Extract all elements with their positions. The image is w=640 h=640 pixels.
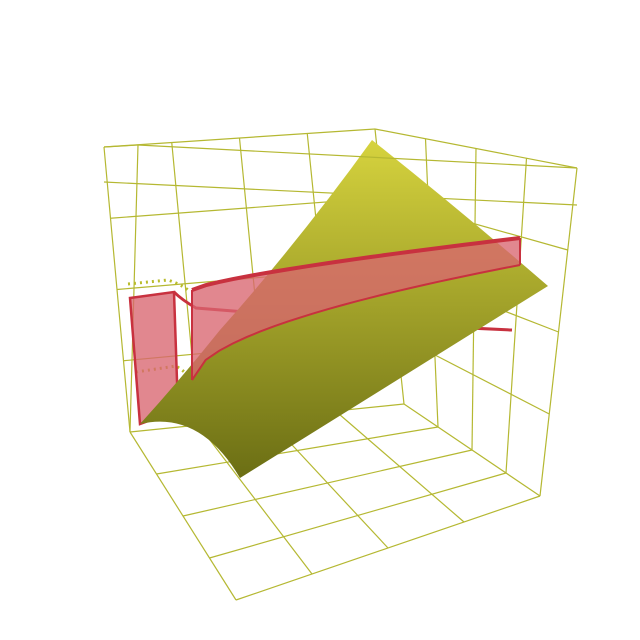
ribbon-top-edge (191, 236, 521, 292)
grid-line (129, 144, 139, 433)
surface-layer (140, 140, 548, 478)
box-edge (129, 431, 237, 601)
grid-line (182, 449, 473, 517)
box-edge (137, 144, 578, 169)
ribbon-front-part (191, 236, 521, 381)
box-edge (235, 495, 541, 601)
bounding-box-front (103, 144, 578, 601)
grid-line (335, 410, 465, 523)
surface-sheet (140, 140, 548, 478)
grid-line (209, 472, 507, 559)
ribbon-bottom-edge (191, 264, 521, 381)
box-edge (103, 144, 139, 148)
grid-line (505, 158, 528, 474)
